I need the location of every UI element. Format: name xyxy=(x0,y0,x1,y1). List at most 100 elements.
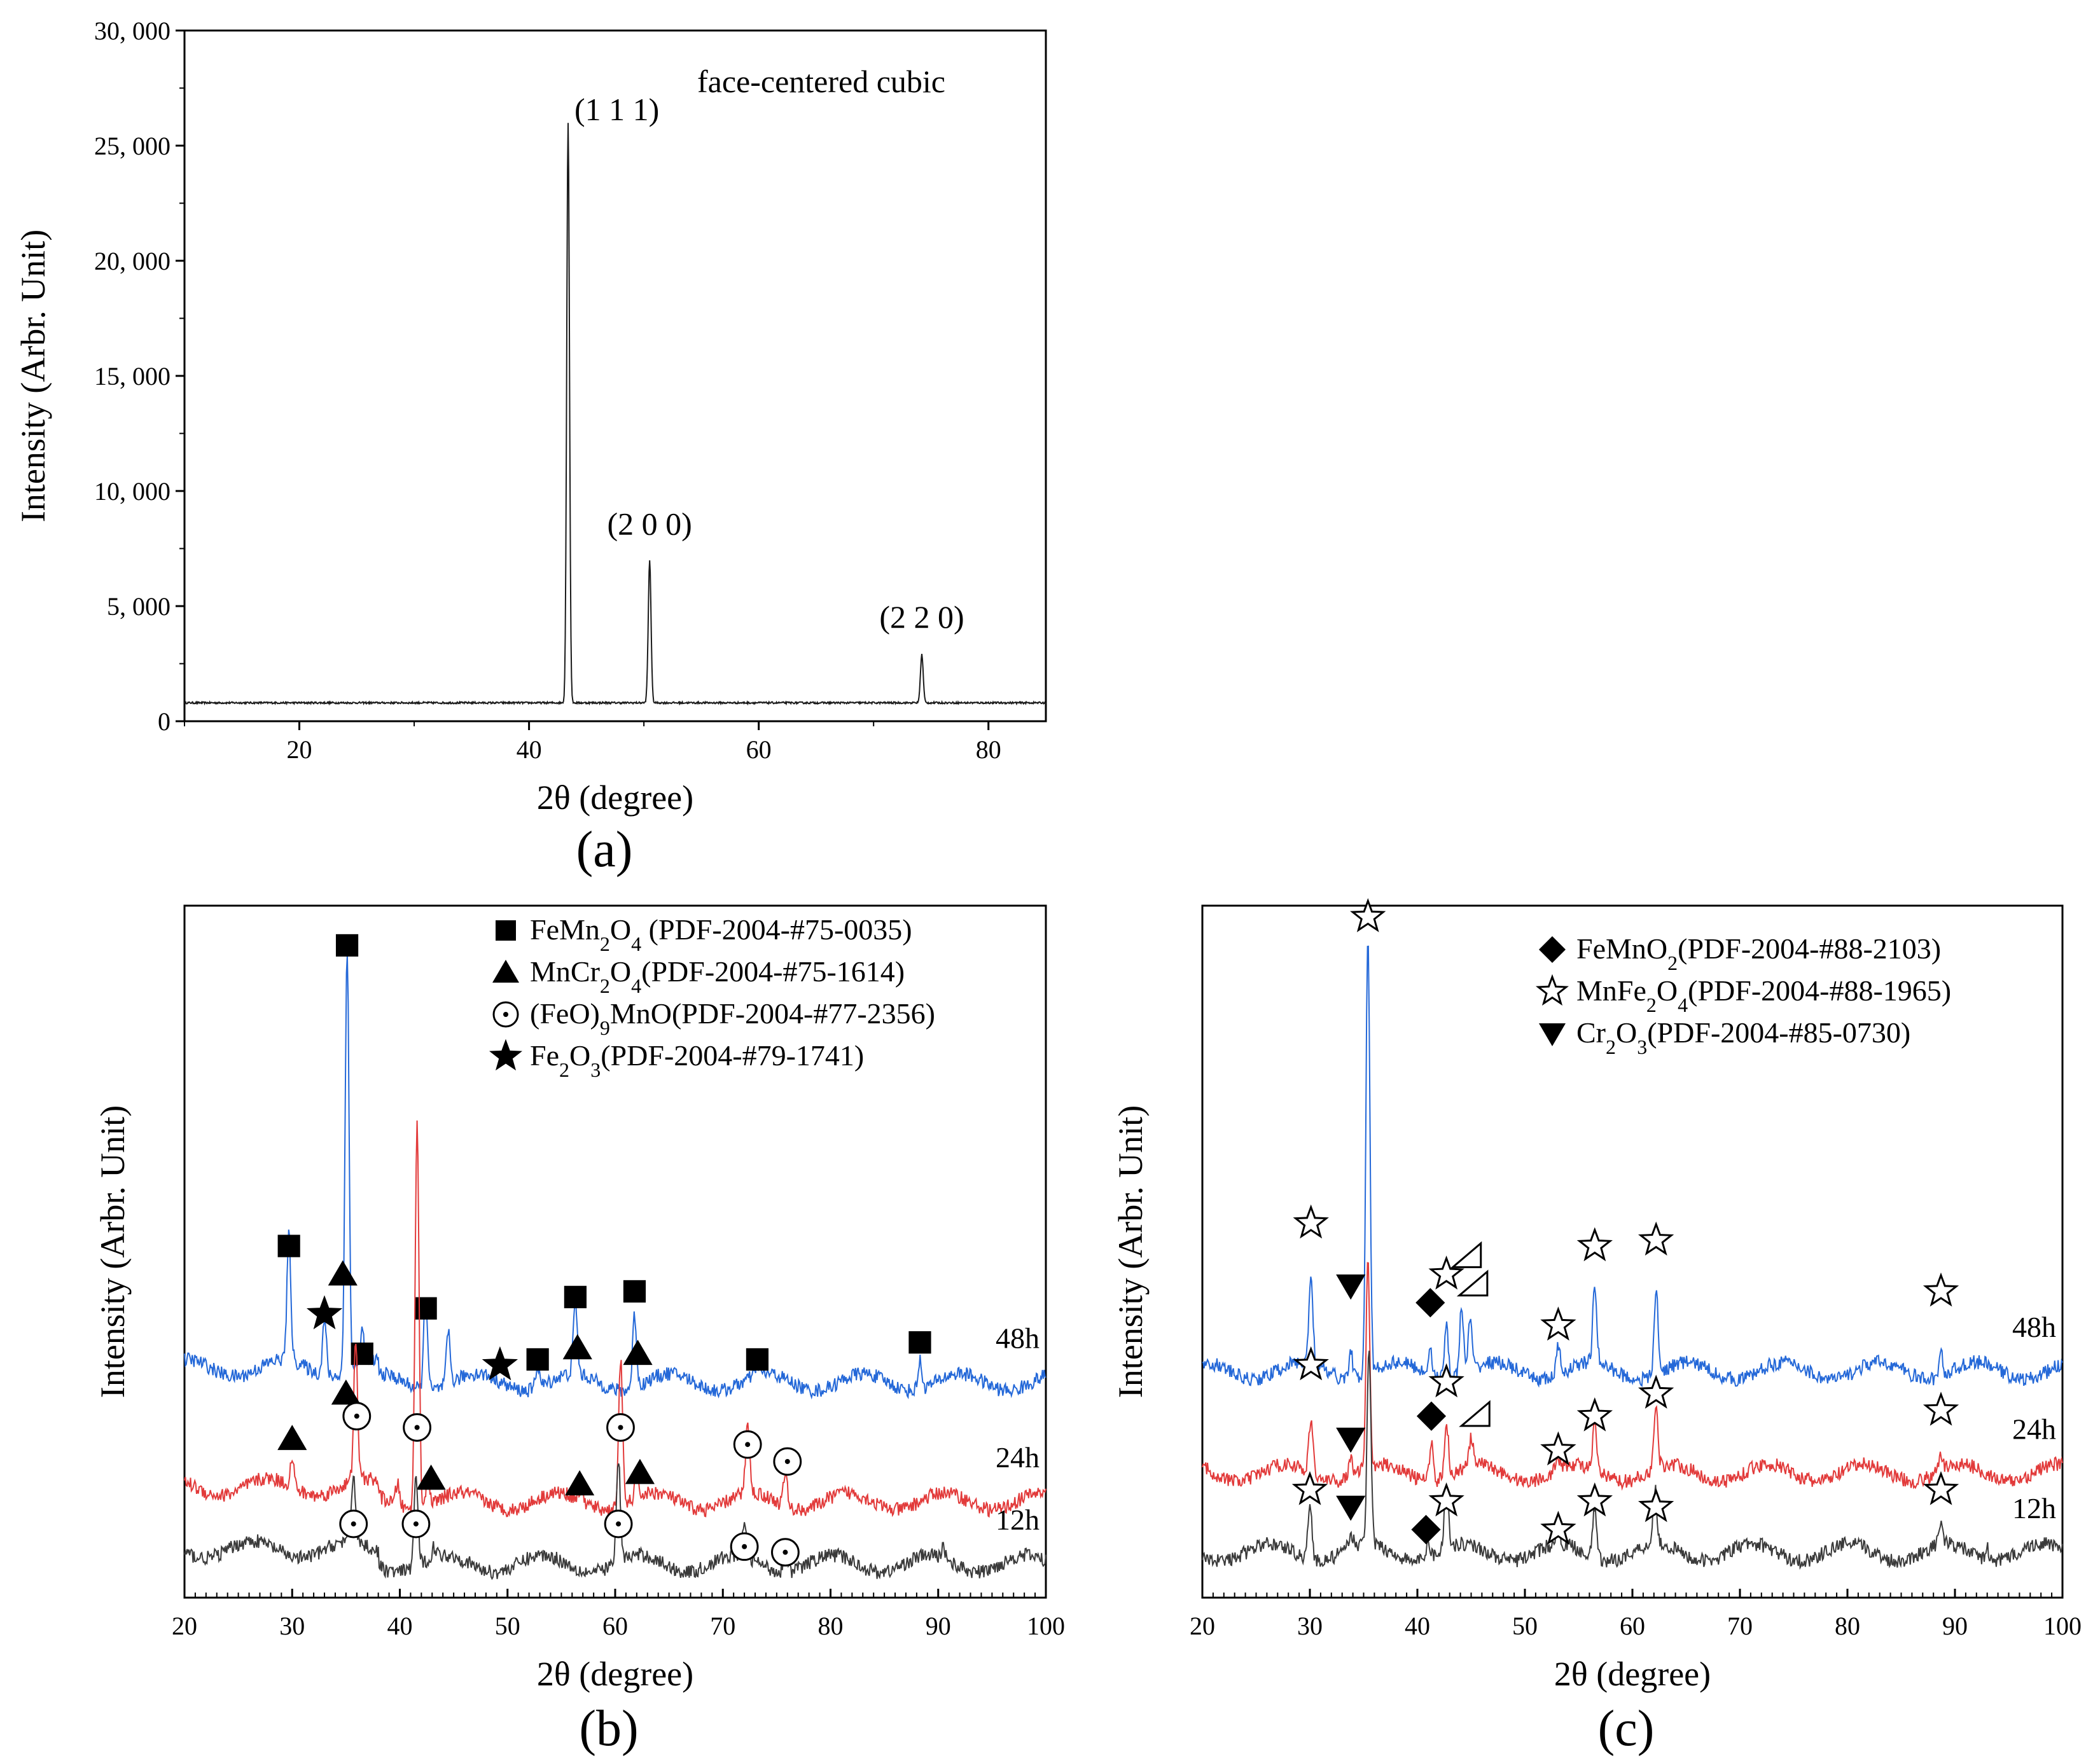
diamond-marker-shape xyxy=(1415,1288,1445,1318)
legend-entry: (FeO)9MnO(PDF-2004-#77-2356) xyxy=(530,997,935,1039)
triangle-marker-shape xyxy=(623,1339,653,1365)
text-run: O xyxy=(569,1039,590,1072)
circle-marker-dot xyxy=(413,1521,419,1527)
x-tick-label: 20 xyxy=(287,735,312,764)
subscript: 4 xyxy=(1678,993,1688,1016)
triangle-marker xyxy=(625,1458,655,1484)
xrd-line-12h xyxy=(1202,1350,2063,1570)
square-marker-shape xyxy=(496,920,516,941)
x-tick-label: 20 xyxy=(172,1612,197,1640)
y-tick-label: 0 xyxy=(158,707,170,736)
triangle-marker-shape xyxy=(328,1260,358,1286)
text-run: Fe xyxy=(530,1039,559,1072)
star-open-marker xyxy=(1540,1431,1576,1466)
star-open-marker-shape xyxy=(1293,1204,1329,1239)
triangle-down-marker-shape xyxy=(1336,1495,1366,1521)
square-marker-shape xyxy=(908,1331,931,1354)
square-marker-shape xyxy=(335,934,359,957)
square-marker-shape xyxy=(564,1285,587,1308)
star-open-marker xyxy=(1638,1488,1674,1523)
subscript: 2 xyxy=(600,932,610,955)
star-open-marker-shape xyxy=(1576,1482,1613,1517)
star-open-marker xyxy=(1923,1272,1959,1307)
square-marker xyxy=(414,1297,437,1320)
circle-dot-marker xyxy=(771,1538,800,1567)
subscript: 3 xyxy=(1637,1035,1647,1058)
circle-marker-dot xyxy=(745,1442,751,1448)
triangle-down-marker-shape xyxy=(1539,1023,1566,1046)
triangle-down-marker-shape xyxy=(1336,1427,1366,1453)
y-axis-label: Intensity (Arbr. Unit) xyxy=(1111,1105,1150,1398)
peak-label: (1 1 1) xyxy=(574,92,659,127)
square-marker xyxy=(908,1331,931,1354)
subscript: 2 xyxy=(600,974,610,997)
text-run: MnO xyxy=(610,997,672,1030)
triangle-down-marker-shape xyxy=(1336,1274,1366,1300)
subscript: 2 xyxy=(559,1058,569,1081)
diamond-marker xyxy=(1411,1514,1441,1545)
text-run: (PDF-2004-#77-2356) xyxy=(672,997,935,1030)
y-tick-label: 20, 000 xyxy=(94,247,170,275)
square-marker xyxy=(335,934,359,957)
right-triangle-marker xyxy=(1450,1241,1482,1268)
star-open-marker xyxy=(1638,1221,1674,1256)
square-marker-shape xyxy=(277,1234,300,1257)
series-label: 48h xyxy=(996,1322,1040,1355)
text-run: (PDF-2004-#88-2103) xyxy=(1678,932,1941,965)
circle-marker-dot xyxy=(742,1544,748,1549)
star-open-marker-shape xyxy=(1428,1363,1464,1398)
subscript: 2 xyxy=(1667,951,1678,974)
circle-dot-marker xyxy=(342,1402,372,1431)
series-label: 12h xyxy=(2012,1492,2056,1524)
triangle-marker-shape xyxy=(562,1334,592,1360)
text-run: (PDF-2004-#79-1741) xyxy=(601,1039,864,1072)
legend-entry: MnCr2O4(PDF-2004-#75-1614) xyxy=(530,955,905,997)
y-tick-label: 15, 000 xyxy=(94,362,170,391)
text-run: MnFe xyxy=(1576,974,1646,1007)
star-open-marker xyxy=(1576,1482,1613,1517)
circle-marker-dot xyxy=(354,1413,359,1419)
series-label: 24h xyxy=(996,1441,1040,1474)
star-open-marker xyxy=(1923,1470,1959,1505)
x-tick-label: 100 xyxy=(2043,1612,2082,1640)
text-run: FeMnO xyxy=(1576,932,1667,965)
right-triangle-marker xyxy=(1459,1400,1491,1427)
triangle-marker-shape xyxy=(416,1464,446,1490)
subscript: 2 xyxy=(1646,993,1657,1016)
star-filled-marker-shape xyxy=(306,1295,343,1330)
right-triangle-marker xyxy=(1456,1269,1489,1297)
diamond-marker-shape xyxy=(1539,936,1566,963)
x-tick-label: 70 xyxy=(1727,1612,1753,1640)
star-open-marker-shape xyxy=(1291,1470,1328,1505)
star-open-marker-shape xyxy=(1540,1511,1576,1545)
y-tick-label: 5, 000 xyxy=(107,592,170,621)
circle-marker-dot xyxy=(414,1425,420,1430)
star-open-marker xyxy=(1428,1482,1464,1517)
y-tick-label: 10, 000 xyxy=(94,477,170,506)
star-open-marker xyxy=(1638,1374,1674,1409)
text-run: O xyxy=(610,913,631,946)
triangle-down-marker xyxy=(1336,1274,1366,1300)
star-open-marker xyxy=(1428,1255,1464,1290)
star-open-marker-shape xyxy=(1923,1392,1959,1426)
star-open-marker-shape xyxy=(1923,1470,1959,1505)
x-tick-label: 40 xyxy=(1405,1612,1430,1640)
diamond-marker-shape xyxy=(1416,1401,1447,1431)
text-run: O xyxy=(610,955,631,988)
triangle-marker xyxy=(565,1470,595,1496)
x-tick-label: 90 xyxy=(1942,1612,1968,1640)
x-tick-label: 100 xyxy=(1027,1612,1065,1640)
subscript: 4 xyxy=(631,974,641,997)
legend-entry: FeMnO2(PDF-2004-#88-2103) xyxy=(1576,932,1941,974)
text-run: FeMn xyxy=(530,913,600,946)
circle-dot-marker xyxy=(403,1413,431,1442)
star-filled-marker xyxy=(489,1039,523,1071)
square-marker xyxy=(746,1348,769,1371)
xrd-line-a xyxy=(184,123,1047,706)
triangle-marker xyxy=(623,1339,653,1365)
circle-marker-dot xyxy=(618,1425,623,1430)
x-tick-label: 70 xyxy=(710,1612,735,1640)
circle-marker-dot xyxy=(616,1521,622,1527)
circle-marker-dot xyxy=(782,1549,788,1555)
